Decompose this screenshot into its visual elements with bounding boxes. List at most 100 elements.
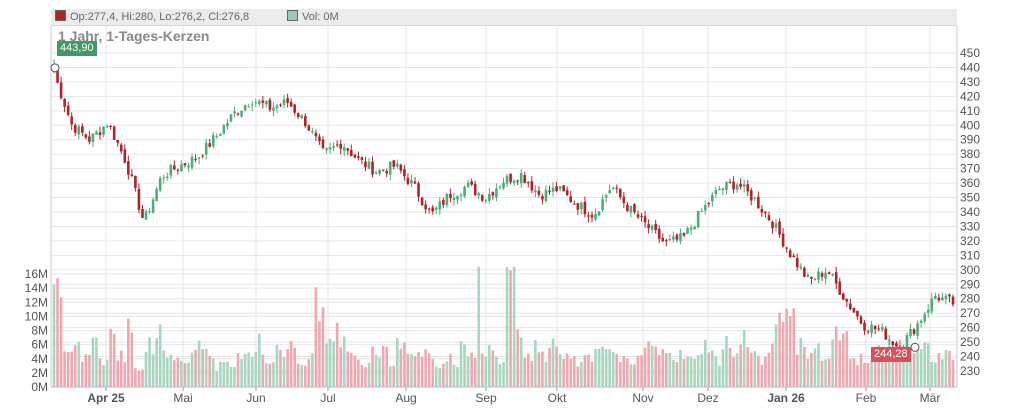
volume-bar xyxy=(480,353,484,387)
candle-body xyxy=(165,176,169,178)
price-tick-label: 270 xyxy=(960,306,980,320)
candle-body xyxy=(303,116,307,127)
volume-bar xyxy=(799,337,803,387)
candle-body xyxy=(250,104,254,106)
volume-bar xyxy=(257,333,261,387)
candle-body xyxy=(845,298,849,302)
candle-body xyxy=(544,189,548,201)
volume-bar xyxy=(350,352,353,387)
volume-bar xyxy=(275,344,279,387)
candle-body xyxy=(516,180,519,182)
candle-body xyxy=(905,335,909,348)
candle-body xyxy=(296,113,300,117)
candle-body xyxy=(180,164,183,172)
volume-bar xyxy=(537,352,541,387)
candle-body xyxy=(650,225,654,230)
candle-body xyxy=(767,215,771,221)
candle-body xyxy=(388,161,392,175)
price-tick-label: 250 xyxy=(960,335,980,349)
candle-body xyxy=(923,314,926,322)
volume-bar xyxy=(204,348,208,387)
volume-bar xyxy=(810,353,813,387)
volume-bar xyxy=(346,351,350,387)
volume-bar xyxy=(137,370,141,387)
volume-tick-label: 8M xyxy=(31,324,48,338)
volume-bar xyxy=(197,340,201,387)
candle-body xyxy=(948,294,951,297)
volume-bar xyxy=(254,352,258,387)
volume-tick-label: 6M xyxy=(31,338,48,352)
candle-body xyxy=(548,190,551,192)
candle-body xyxy=(311,131,314,133)
candle-body xyxy=(569,196,573,203)
candle-body xyxy=(519,173,523,184)
time-tick-label: Dez xyxy=(697,391,718,405)
volume-bar xyxy=(526,353,530,387)
candle-body xyxy=(360,157,364,160)
volume-bar xyxy=(604,349,608,387)
volume-bar xyxy=(272,362,275,387)
candle-body xyxy=(647,224,650,229)
volume-bar xyxy=(792,308,796,387)
candle-body xyxy=(233,111,236,114)
price-tick-label: 440 xyxy=(960,60,980,74)
volume-bar xyxy=(626,358,629,387)
candle-body xyxy=(778,221,781,235)
candle-body xyxy=(81,126,84,133)
volume-bar xyxy=(282,357,286,387)
volume-bar xyxy=(381,345,385,387)
candle-body xyxy=(951,296,955,305)
volume-bar xyxy=(183,363,187,387)
legend-ohlc: Op:277,4, Hi:280, Lo:276,2, Cl:276,8 xyxy=(55,9,249,25)
candle-body xyxy=(795,258,799,268)
legend-vol-text: Vol: 0M xyxy=(302,11,339,23)
candle-body xyxy=(438,201,442,210)
volume-bar xyxy=(434,366,438,387)
grid xyxy=(51,26,957,388)
volume-bar xyxy=(116,360,120,387)
volume-bar xyxy=(219,361,222,387)
volume-bar xyxy=(509,270,512,387)
volume-bar xyxy=(296,363,300,387)
candle-body xyxy=(88,136,91,142)
volume-bar xyxy=(498,364,502,387)
candle-body xyxy=(77,126,81,135)
volume-bar xyxy=(594,348,597,387)
volume-bar xyxy=(919,349,923,387)
candle-body xyxy=(537,190,541,196)
candle-body xyxy=(261,100,265,103)
volume-bar xyxy=(941,359,944,387)
candle-body xyxy=(594,213,597,220)
candle-body xyxy=(937,297,941,301)
candle-body xyxy=(505,175,509,184)
candle-body xyxy=(91,133,95,143)
candle-body xyxy=(512,180,516,184)
volume-tick-label: 16M xyxy=(25,267,48,281)
volume-bar xyxy=(410,354,413,387)
candle-body xyxy=(257,100,261,104)
volume-bar xyxy=(880,356,884,387)
volume-bar xyxy=(615,354,619,387)
volume-bar xyxy=(417,352,420,387)
candle-body xyxy=(420,197,424,206)
volume-bar xyxy=(102,365,105,387)
price-tick-label: 350 xyxy=(960,191,980,205)
volume-bar xyxy=(176,357,180,387)
candle-body xyxy=(749,190,753,201)
volume-bar xyxy=(427,353,431,387)
candle-body xyxy=(771,221,774,229)
candle-body xyxy=(190,156,194,168)
volume-bar xyxy=(668,352,672,387)
candle-body xyxy=(346,148,350,151)
volume-bar xyxy=(841,333,845,387)
volume-bar xyxy=(590,361,594,387)
volume-bar xyxy=(912,353,916,387)
price-tick-label: 310 xyxy=(960,248,980,262)
candle-body xyxy=(555,186,558,192)
legend-bar: Op:277,4, Hi:280, Lo:276,2, Cl:276,8 Vol… xyxy=(51,9,957,26)
candle-body xyxy=(661,237,665,242)
price-tick-label: 420 xyxy=(960,89,980,103)
volume-bar xyxy=(930,361,934,387)
price-tick-label: 230 xyxy=(960,364,980,378)
legend-ohlc-text: Op:277,4, Hi:280, Lo:276,2, Cl:276,8 xyxy=(70,11,250,23)
